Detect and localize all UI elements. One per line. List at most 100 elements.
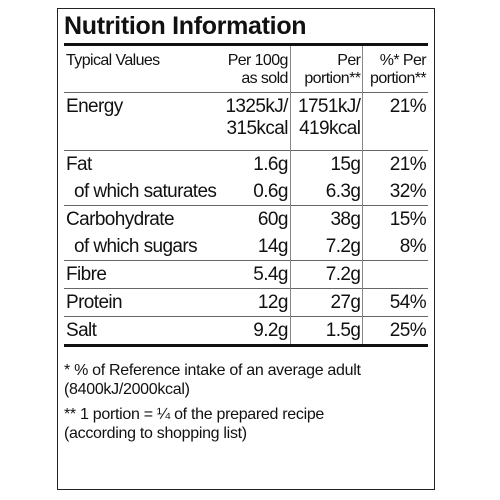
table-cell: 7.2g <box>290 233 364 261</box>
cell-line: 9.2g <box>253 320 288 341</box>
table-cell: 14g <box>218 233 291 261</box>
table-row: of which sugars 14g 7.2g 8% <box>64 233 428 261</box>
table-cell: 15g <box>290 150 364 178</box>
cell-line: 1.6g <box>253 154 288 175</box>
cell-line: Fat <box>66 154 92 175</box>
footnote: ** 1 portion = ¼ of the prepared recipe (… <box>64 405 428 443</box>
table-row: of which saturates 0.6g 6.3g 32% <box>64 178 428 206</box>
table-cell: Fat <box>64 151 218 179</box>
cell-line: portion** <box>370 70 427 87</box>
table-cell: Energy <box>64 93 218 151</box>
title: Nutrition Information <box>64 9 428 46</box>
row-group: Fibre 5.4g 7.2g <box>64 260 428 289</box>
cell-line: Carbohydrate <box>66 209 175 230</box>
table-cell <box>363 261 428 289</box>
cell-line: 8% <box>399 236 427 257</box>
cell-line: Salt <box>66 320 97 341</box>
cell-line: 7.2g <box>325 264 361 285</box>
table-cell: of which saturates <box>64 178 218 206</box>
cell-line: 6.3g <box>325 181 361 202</box>
table-cell: 1325kJ/315kcal <box>218 92 291 151</box>
nutrition-panel: Nutrition Information Typical Values Per … <box>57 8 435 490</box>
cell-line: 25% <box>389 320 427 341</box>
table-row: Carbohydrate 60g 38g 15% <box>64 205 428 234</box>
table-cell: 9.2g <box>218 316 291 346</box>
table-row: Fat 1.6g 15g 21% <box>64 150 428 179</box>
cell-line: Protein <box>66 292 123 313</box>
cell-line: (8400kJ/2000kcal) <box>64 381 190 398</box>
table-row: Salt 9.2g 1.5g 25% <box>64 316 428 346</box>
cell-line: %* Per <box>379 52 427 69</box>
table-cell: 1751kJ/419kcal <box>290 92 364 151</box>
cell-line: of which saturates <box>74 181 217 202</box>
table-cell: 60g <box>218 205 291 233</box>
header-cell: %* Per portion** <box>363 46 428 93</box>
footnotes: * % of Reference intake of an average ad… <box>64 361 428 443</box>
nutrition-table: Typical Values Per 100g as sold Per portion*… <box>64 46 428 347</box>
table-cell: Fibre <box>64 261 218 289</box>
cell-line: Per 100g <box>227 52 289 69</box>
table-cell: 32% <box>363 178 428 206</box>
table-cell: 21% <box>363 151 428 179</box>
header-cell: Typical Values <box>64 46 218 93</box>
table-cell: Salt <box>64 317 218 346</box>
table-cell: 38g <box>290 205 364 233</box>
cell-line: portion** <box>304 70 361 87</box>
table-cell: 21% <box>363 93 428 151</box>
cell-line: 32% <box>389 181 427 202</box>
cell-line: 0.6g <box>253 181 288 202</box>
cell-line: Fibre <box>66 264 107 285</box>
table-cell: 54% <box>363 289 428 317</box>
table-row: Protein 12g 27g 54% <box>64 288 428 317</box>
row-group: Salt 9.2g 1.5g 25% <box>64 316 428 346</box>
cell-line: 1325kJ/ <box>225 96 288 117</box>
table-cell: 12g <box>218 288 291 317</box>
cell-line: 14g <box>257 236 289 257</box>
table-cell: Protein <box>64 289 218 317</box>
row-group: Energy 1325kJ/315kcal 1751kJ/419kcal 21% <box>64 92 428 151</box>
cell-line: as sold <box>241 70 288 87</box>
cell-line: 7.2g <box>325 236 361 257</box>
table-cell: of which sugars <box>64 233 218 261</box>
cell-line: 5.4g <box>253 264 288 285</box>
row-group: Carbohydrate 60g 38g 15% of which sugars 14g 7… <box>64 205 428 261</box>
cell-line: 1.5g <box>325 320 361 341</box>
cell-line: * % of Reference intake of an average ad… <box>64 362 361 379</box>
cell-line: Per <box>337 52 361 69</box>
header-row: Typical Values Per 100g as sold Per portion*… <box>64 46 428 93</box>
table-cell: Carbohydrate <box>64 206 218 234</box>
cell-line: 38g <box>330 209 361 230</box>
cell-line: 54% <box>389 292 427 313</box>
cell-line: 60g <box>257 209 289 230</box>
cell-line: 15% <box>389 209 427 230</box>
table-cell: 7.2g <box>290 260 364 289</box>
cell-line: ** 1 portion = ¼ of the prepared recipe <box>64 406 325 423</box>
table-cell: 8% <box>363 233 428 261</box>
cell-line: 315kcal <box>226 118 289 139</box>
table-cell: 27g <box>290 288 364 317</box>
cell-line: Energy <box>66 96 123 117</box>
cell-line: 15g <box>330 154 361 175</box>
table-cell: 25% <box>363 317 428 346</box>
table-cell: 1.5g <box>290 316 364 346</box>
row-group: Fat 1.6g 15g 21% of which saturates 0.6g 6.3g 3… <box>64 150 428 206</box>
cell-line: of which sugars <box>74 236 198 257</box>
cell-line: 21% <box>389 96 427 117</box>
table-cell: 0.6g <box>218 178 291 206</box>
footnote: * % of Reference intake of an average ad… <box>64 361 428 399</box>
table-cell: 5.4g <box>218 260 291 289</box>
table-cell: 15% <box>363 206 428 234</box>
header-group: Typical Values Per 100g as sold Per portion*… <box>64 46 428 93</box>
row-group: Protein 12g 27g 54% <box>64 288 428 317</box>
cell-line: 12g <box>257 292 289 313</box>
cell-line: (according to shopping list) <box>64 425 247 442</box>
header-cell: Per portion** <box>290 46 364 93</box>
table-row: Fibre 5.4g 7.2g <box>64 260 428 289</box>
header-cell: Per 100g as sold <box>218 46 291 93</box>
cell-line: 1751kJ/ <box>298 96 361 117</box>
table-cell: 1.6g <box>218 150 291 178</box>
cell-line: 21% <box>389 154 427 175</box>
cell-line: 27g <box>330 292 361 313</box>
cell-line: 419kcal <box>299 118 361 139</box>
table-cell: 6.3g <box>290 178 364 206</box>
